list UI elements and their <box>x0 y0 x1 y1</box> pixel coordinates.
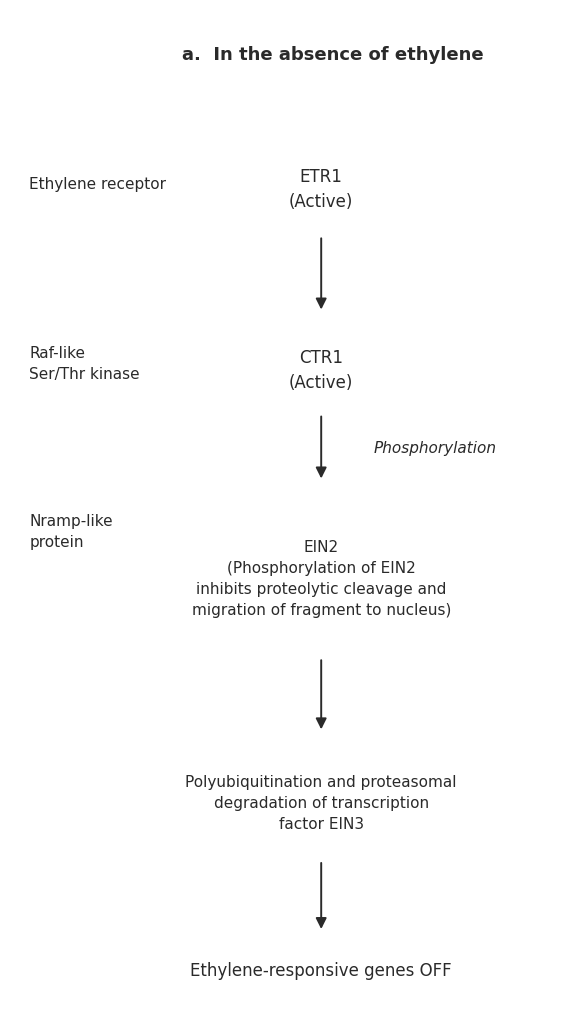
Text: Phosphorylation: Phosphorylation <box>374 441 497 456</box>
Text: EIN2
(Phosphorylation of EIN2
inhibits proteolytic cleavage and
migration of fra: EIN2 (Phosphorylation of EIN2 inhibits p… <box>192 540 451 617</box>
Text: a.  In the absence of ethylene: a. In the absence of ethylene <box>182 46 484 65</box>
Text: CTR1
(Active): CTR1 (Active) <box>289 349 353 392</box>
Text: ETR1
(Active): ETR1 (Active) <box>289 168 353 211</box>
Text: Ethylene-responsive genes OFF: Ethylene-responsive genes OFF <box>190 962 452 980</box>
Text: Ethylene receptor: Ethylene receptor <box>29 177 166 191</box>
Text: Raf-like
Ser/Thr kinase: Raf-like Ser/Thr kinase <box>29 345 140 382</box>
Text: Polyubiquitination and proteasomal
degradation of transcription
factor EIN3: Polyubiquitination and proteasomal degra… <box>186 775 457 833</box>
Text: Nramp-like
protein: Nramp-like protein <box>29 514 113 551</box>
